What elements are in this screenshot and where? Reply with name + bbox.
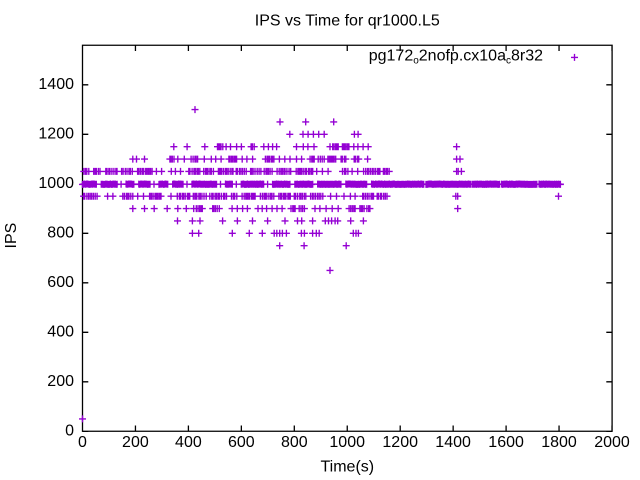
svg-text:1000: 1000 — [329, 434, 365, 451]
svg-text:0: 0 — [78, 434, 87, 451]
svg-text:200: 200 — [47, 373, 74, 390]
svg-text:1400: 1400 — [38, 76, 74, 93]
svg-text:400: 400 — [47, 324, 74, 341]
svg-text:1000: 1000 — [38, 175, 74, 192]
svg-text:IPS vs Time for qr1000.L5: IPS vs Time for qr1000.L5 — [255, 13, 440, 30]
svg-text:1200: 1200 — [382, 434, 418, 451]
svg-text:2000: 2000 — [594, 434, 630, 451]
svg-text:0: 0 — [65, 423, 74, 440]
svg-text:800: 800 — [281, 434, 308, 451]
svg-text:pg172o2nofp.cx10ac8r32: pg172o2nofp.cx10ac8r32 — [369, 48, 543, 67]
svg-text:200: 200 — [122, 434, 149, 451]
svg-text:Time(s): Time(s) — [320, 459, 374, 476]
svg-text:1400: 1400 — [435, 434, 471, 451]
svg-text:IPS: IPS — [3, 223, 20, 249]
svg-text:600: 600 — [47, 274, 74, 291]
svg-text:1600: 1600 — [488, 434, 524, 451]
svg-text:1800: 1800 — [541, 434, 577, 451]
svg-text:1200: 1200 — [38, 126, 74, 143]
svg-text:400: 400 — [175, 434, 202, 451]
svg-text:600: 600 — [228, 434, 255, 451]
svg-text:800: 800 — [47, 225, 74, 242]
